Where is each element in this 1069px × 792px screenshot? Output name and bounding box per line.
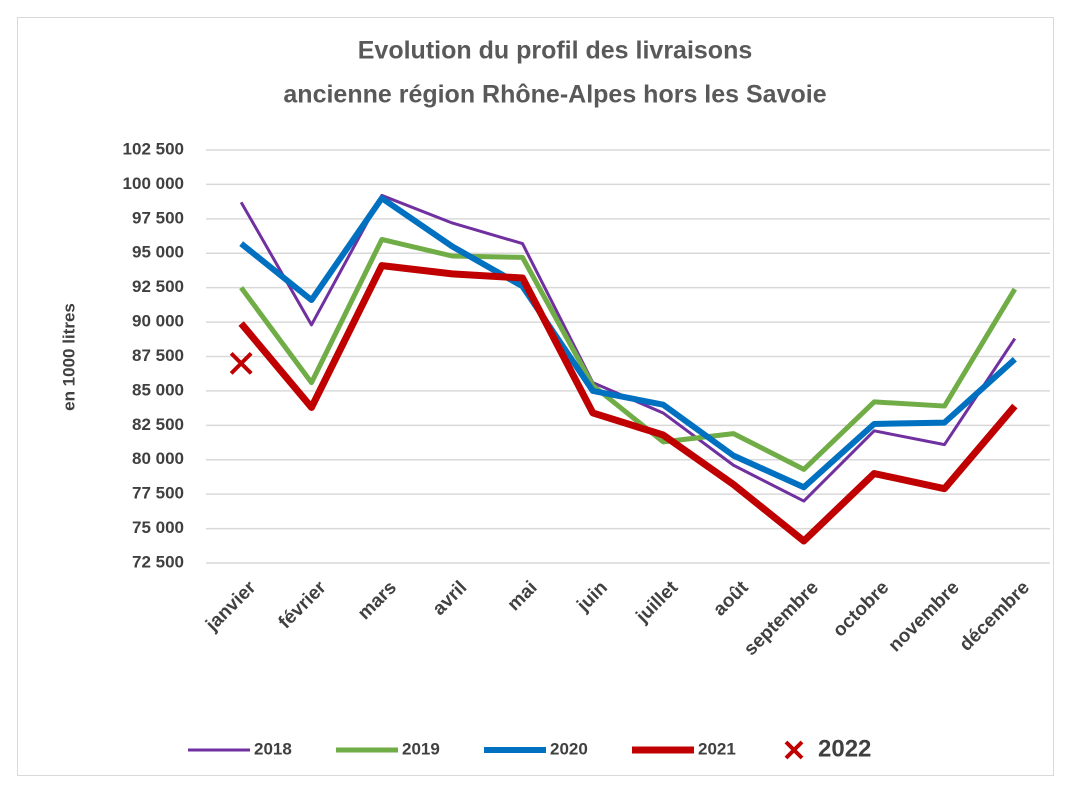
data-point: [229, 351, 253, 375]
data-line: [239, 236, 1017, 472]
y-axis-label: en 1000 litres: [59, 303, 78, 411]
data-line: [239, 195, 1017, 491]
chart-title: ancienne région Rhône-Alpes hors les Sav…: [283, 81, 826, 109]
y-tick-label: 102 500: [123, 139, 184, 158]
y-tick-label: 75 000: [132, 518, 184, 537]
y-tick-label: 90 000: [132, 312, 184, 331]
legend-label: 2020: [550, 739, 588, 758]
chart-title: Evolution du profil des livraisons: [358, 37, 753, 65]
legend-label: 2021: [698, 739, 736, 758]
legend-label: 2019: [402, 739, 440, 758]
legend-marker: [784, 740, 804, 760]
legend-label: 2022: [818, 735, 871, 762]
y-tick-label: 87 500: [132, 346, 184, 365]
y-tick-label: 85 000: [132, 380, 184, 399]
y-tick-label: 80 000: [132, 449, 184, 468]
y-tick-label: 77 500: [132, 484, 184, 503]
y-tick-label: 72 500: [132, 552, 184, 571]
legend-label: 2018: [254, 739, 292, 758]
y-tick-label: 92 500: [132, 277, 184, 296]
chart-border: [17, 17, 1054, 776]
y-tick-label: 82 500: [132, 415, 184, 434]
y-tick-label: 95 000: [132, 243, 184, 262]
data-line: [238, 262, 1018, 545]
y-tick-label: 97 500: [132, 208, 184, 227]
y-tick-label: 100 000: [123, 174, 184, 193]
